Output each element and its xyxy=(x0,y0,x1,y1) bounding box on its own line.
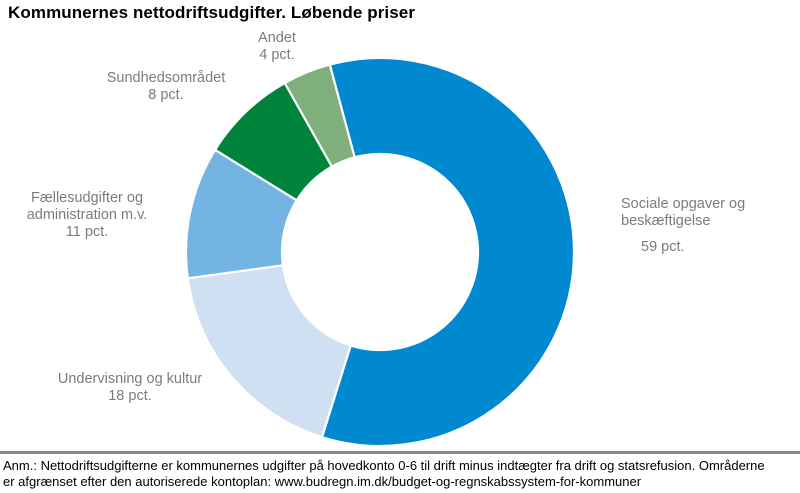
page-title: Kommunernes nettodriftsudgifter. Løbende… xyxy=(8,3,416,22)
segment-label-andet: Andet 4 pct. xyxy=(227,30,327,64)
footnote: Anm.: Nettodriftsudgifterne er kommunern… xyxy=(3,458,797,490)
segment-pct-text: 59 pct. xyxy=(641,239,685,255)
segment-label-text: Sundhedsområdet xyxy=(106,70,226,86)
segment-pct-text: 18 pct. xyxy=(108,388,152,404)
footnote-line-2: er afgrænset efter den autoriserede kont… xyxy=(3,474,642,489)
pie-segment-2 xyxy=(186,264,352,439)
pie-segment-5 xyxy=(283,63,356,168)
segment-pct-text: 11 pct. xyxy=(65,224,109,240)
segment-pct-text: 8 pct. xyxy=(148,87,184,103)
footer-divider xyxy=(0,451,800,454)
segment-label-sundhedsomraadet: Sundhedsområdet 8 pct. xyxy=(86,70,246,104)
segment-pct-text: 4 pct. xyxy=(259,47,295,63)
pie-segment-1 xyxy=(320,56,576,448)
segment-label-text: Sociale opgaver og beskæftigelse xyxy=(621,196,746,229)
segment-label-text: Andet xyxy=(258,30,296,46)
segment-label-undervisning: Undervisning og kultur 18 pct. xyxy=(30,371,230,405)
segment-label-faellesudgifter: Fællesudgifter og administration m.v. 11… xyxy=(8,190,166,241)
segment-label-text: Undervisning og kultur xyxy=(57,371,203,387)
footnote-line-1: Anm.: Nettodriftsudgifterne er kommunern… xyxy=(3,458,765,473)
segment-label-sociale: Sociale opgaver og beskæftigelse 59 pct. xyxy=(621,196,761,256)
segment-label-text: Fællesudgifter og administration m.v. xyxy=(26,190,148,223)
